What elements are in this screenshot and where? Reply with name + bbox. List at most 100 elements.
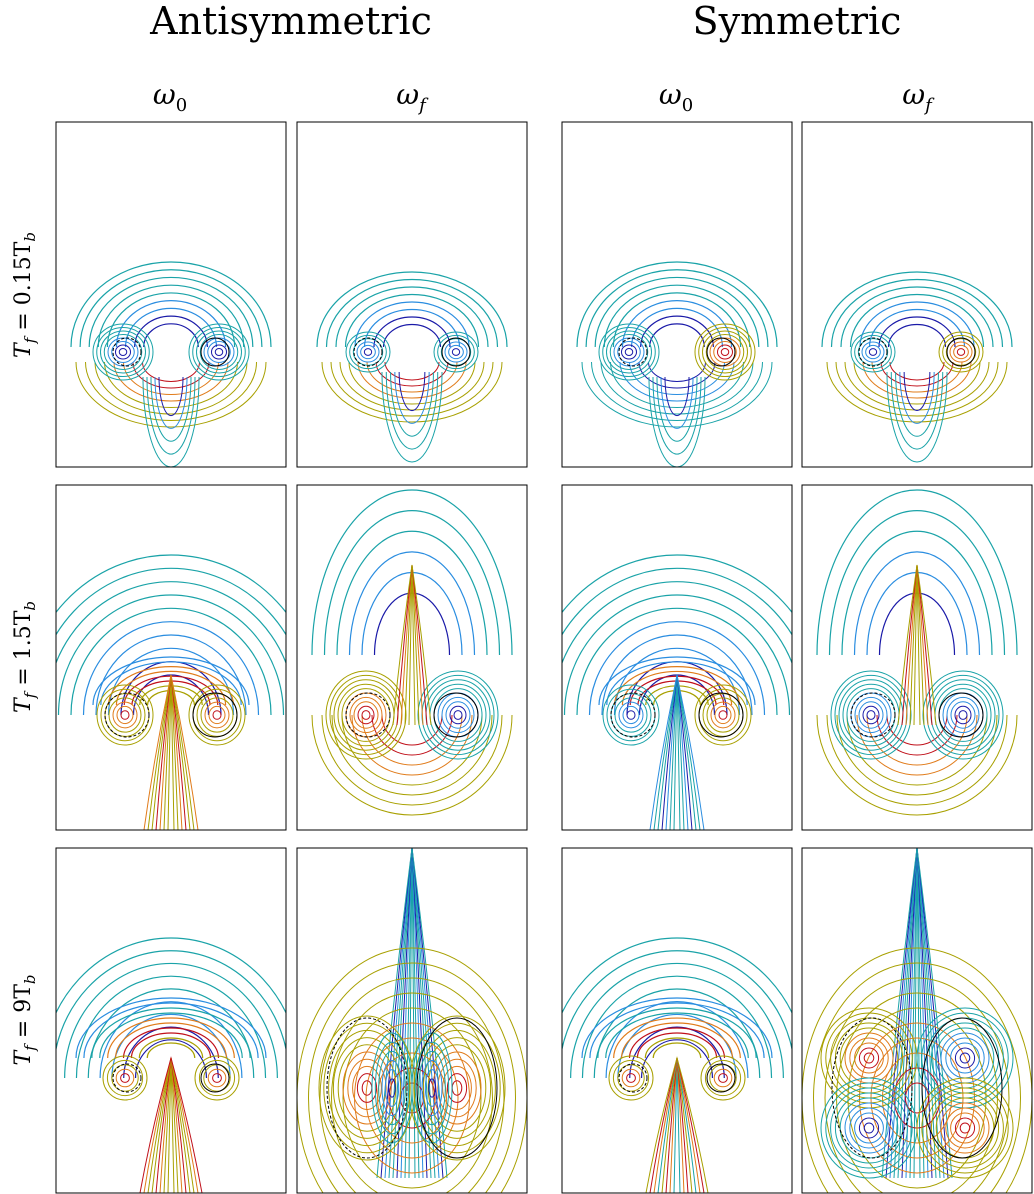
contour-line <box>392 564 432 726</box>
contour-line <box>839 1027 899 1089</box>
contour-line <box>636 1032 718 1059</box>
contour-line <box>950 1042 980 1074</box>
contour-line <box>207 341 231 363</box>
contour-line <box>613 337 645 367</box>
contour-line <box>588 621 766 716</box>
contour-line <box>111 1064 139 1092</box>
contour-line <box>134 315 208 348</box>
contour-line <box>718 710 728 720</box>
contour-line <box>830 670 912 760</box>
contour-line <box>95 634 247 716</box>
vortex-core-circle <box>938 692 984 738</box>
contour-line <box>329 674 403 756</box>
contour-line <box>664 376 690 417</box>
contour-line <box>357 705 375 725</box>
contour-line <box>648 361 706 382</box>
contour-line <box>606 661 748 706</box>
contour-line <box>694 323 756 381</box>
contour-line <box>839 1097 899 1159</box>
contour-line <box>433 688 483 742</box>
contour-line <box>954 705 972 725</box>
contour-line <box>648 376 706 467</box>
contour-line <box>124 307 218 348</box>
contour-line <box>108 666 234 706</box>
contour-line <box>940 1032 990 1084</box>
contour-line <box>838 679 904 751</box>
contour-line <box>945 338 977 366</box>
contour-line <box>360 344 376 360</box>
contour-line <box>717 344 733 360</box>
contour-line <box>83 1002 259 1059</box>
contour-line <box>107 1017 235 1059</box>
contour-line <box>824 977 1010 1193</box>
contour-line <box>622 705 640 725</box>
contour-line <box>959 1122 971 1134</box>
contour-line <box>871 361 963 393</box>
contour-line <box>954 1047 976 1069</box>
contour-line <box>425 679 491 751</box>
contour-line <box>56 950 286 1052</box>
contour-line <box>876 714 958 756</box>
contour-line <box>576 607 778 716</box>
vortex-core-circle <box>610 692 656 738</box>
contour-line <box>437 334 475 370</box>
contour-line <box>626 1073 636 1083</box>
contour-line <box>816 489 1018 656</box>
contour-line <box>598 656 756 706</box>
contour-line <box>704 1059 742 1097</box>
contour-line <box>956 348 966 356</box>
panel-symmetric-omegaf-t9 <box>802 848 1032 1193</box>
contour-line <box>417 670 499 760</box>
contour-line <box>453 710 463 720</box>
vortex-core-circle <box>112 337 142 367</box>
contour-line <box>862 361 972 399</box>
contour-line <box>935 1027 995 1089</box>
contour-line <box>351 714 473 776</box>
contour-line <box>562 950 792 1052</box>
contour-line <box>388 848 436 1179</box>
row-label-tf-15: Tf = 1.5Tb <box>11 601 39 713</box>
vortex-core-circle <box>858 337 888 367</box>
contour-line <box>381 1060 403 1116</box>
contour-line <box>618 701 644 729</box>
contour-line <box>600 361 754 415</box>
contour-line <box>821 271 1013 348</box>
contour-line <box>192 327 246 377</box>
svg-text:Tf = 9Tb: Tf = 9Tb <box>11 975 39 1066</box>
contour-line <box>424 1069 440 1107</box>
contour-line <box>830 1087 908 1169</box>
contour-line <box>158 376 184 417</box>
contour-line <box>905 848 929 1179</box>
contour-line <box>333 679 399 751</box>
contour-line <box>115 1068 135 1088</box>
contour-line <box>56 937 286 1015</box>
panel-frame <box>561 484 793 831</box>
contour-line <box>844 1032 894 1084</box>
contour-line <box>608 1055 654 1101</box>
contour-line <box>103 334 143 370</box>
contour-line <box>926 674 1000 756</box>
vortex-core-circle <box>831 1017 913 1159</box>
contour-line <box>594 277 760 348</box>
contour-line <box>652 376 702 455</box>
contour-line <box>562 581 792 665</box>
panel-antisymmetric-omegaf-t15 <box>311 489 513 816</box>
contour-line <box>866 710 876 720</box>
contour-line <box>99 1012 243 1059</box>
contour-line <box>92 656 250 706</box>
contour-line <box>97 284 245 348</box>
contour-line <box>448 344 464 360</box>
contour-line <box>834 1092 904 1164</box>
contour-line <box>199 334 239 370</box>
contour-line <box>335 286 489 348</box>
contour-line <box>949 341 973 363</box>
contour-line <box>339 361 485 411</box>
contour-line <box>610 361 744 408</box>
contour-line <box>846 688 896 742</box>
contour-line <box>710 701 736 729</box>
contour-line <box>154 376 188 429</box>
contour-line <box>644 1037 710 1059</box>
contour-line <box>442 1065 472 1111</box>
contour-line <box>115 344 131 360</box>
contour-line <box>562 937 792 1015</box>
